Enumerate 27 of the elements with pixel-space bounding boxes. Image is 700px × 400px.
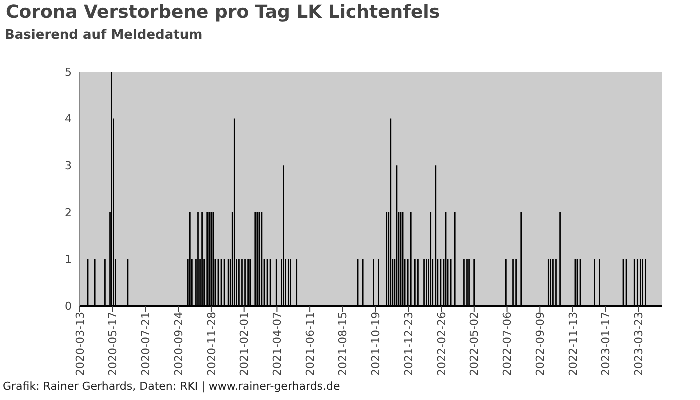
x-tick-label: 2021-10-19 bbox=[370, 312, 383, 376]
x-tick-label: 2023-03-23 bbox=[632, 312, 646, 376]
text: Grafik: Rainer Gerhards, Daten: RKI | www.rainer-gerhards.de bbox=[3, 380, 340, 393]
x-tick-label: 2021-06-11 bbox=[304, 312, 317, 376]
x-tick-label: 2020-09-24 bbox=[172, 312, 186, 376]
x-tick-label: 2020-03-13 bbox=[74, 312, 87, 376]
y-tick-label: 2 bbox=[65, 206, 72, 220]
x-tick-label: 2021-12-23 bbox=[402, 312, 416, 376]
y-tick-label: 0 bbox=[65, 300, 72, 313]
y-tick-label: 1 bbox=[65, 253, 72, 266]
x-tick-label: 2022-07-06 bbox=[501, 312, 514, 376]
x-tick-label: 2020-11-28 bbox=[205, 312, 218, 376]
chart-title: Corona Verstorbene pro Tag LK Lichtenfels bbox=[6, 2, 440, 23]
x-tick-label: 2022-05-02 bbox=[468, 312, 482, 376]
y-tick-label: 5 bbox=[65, 66, 72, 79]
x-tick-label: 2022-09-09 bbox=[534, 312, 547, 376]
y-tick-label: 3 bbox=[65, 160, 72, 173]
x-tick-label: 2020-05-17 bbox=[106, 312, 120, 376]
x-tick-label: 2022-11-13 bbox=[566, 312, 580, 376]
chart-subtitle: Basierend auf Meldedatum bbox=[5, 28, 203, 43]
x-tick-label: 2021-04-07 bbox=[271, 312, 284, 376]
x-tick-label: 2020-07-21 bbox=[140, 312, 153, 376]
x-tick-label: 2021-02-01 bbox=[238, 312, 252, 376]
x-tick-label: 2022-02-26 bbox=[435, 312, 448, 376]
y-tick-label: 4 bbox=[65, 112, 72, 126]
x-tick-label: 2023-01-17 bbox=[600, 312, 613, 376]
x-tick-label: 2021-08-15 bbox=[336, 312, 350, 376]
